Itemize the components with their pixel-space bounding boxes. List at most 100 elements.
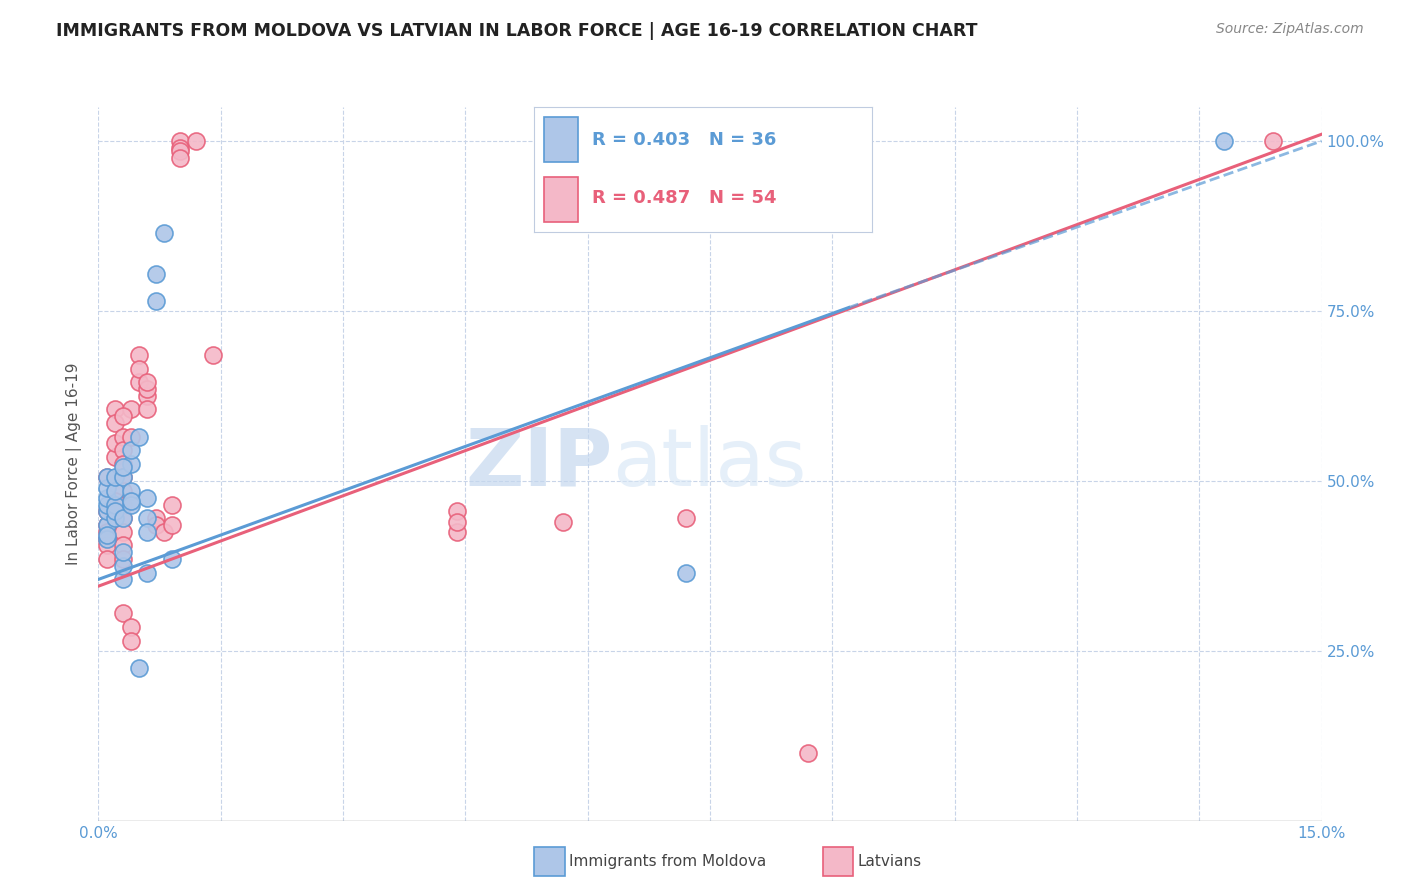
Point bbox=[104, 416, 127, 430]
Point bbox=[120, 498, 142, 512]
Point bbox=[111, 457, 134, 471]
Point bbox=[96, 504, 118, 518]
Point bbox=[553, 515, 575, 529]
Point bbox=[111, 511, 134, 525]
Point bbox=[145, 293, 167, 308]
Point bbox=[152, 226, 174, 240]
Point bbox=[145, 267, 167, 281]
Point bbox=[169, 145, 191, 159]
Point bbox=[111, 409, 134, 424]
Point bbox=[104, 450, 127, 464]
Point bbox=[169, 134, 191, 148]
FancyBboxPatch shape bbox=[544, 117, 578, 162]
Point bbox=[96, 518, 118, 533]
Point bbox=[675, 511, 697, 525]
Point bbox=[96, 528, 118, 542]
Point bbox=[169, 151, 191, 165]
Point bbox=[128, 430, 150, 444]
Point bbox=[201, 348, 224, 362]
Text: R = 0.487   N = 54: R = 0.487 N = 54 bbox=[592, 189, 776, 207]
Text: IMMIGRANTS FROM MOLDOVA VS LATVIAN IN LABOR FORCE | AGE 16-19 CORRELATION CHART: IMMIGRANTS FROM MOLDOVA VS LATVIAN IN LA… bbox=[56, 22, 977, 40]
Point bbox=[1261, 134, 1284, 148]
Point bbox=[111, 607, 134, 621]
Text: Immigrants from Moldova: Immigrants from Moldova bbox=[569, 855, 766, 869]
Point bbox=[186, 134, 208, 148]
Point bbox=[136, 382, 159, 396]
Point bbox=[120, 633, 142, 648]
Point bbox=[120, 443, 142, 458]
Point bbox=[96, 518, 118, 533]
Point bbox=[96, 552, 118, 566]
Point bbox=[96, 470, 118, 484]
Point bbox=[96, 498, 118, 512]
Point bbox=[104, 402, 127, 417]
Point bbox=[797, 746, 820, 760]
Point bbox=[104, 483, 127, 498]
Point bbox=[128, 361, 150, 376]
Point bbox=[104, 504, 127, 518]
Point bbox=[111, 430, 134, 444]
Point bbox=[111, 558, 134, 573]
FancyBboxPatch shape bbox=[544, 177, 578, 222]
Point bbox=[96, 491, 118, 505]
Point bbox=[136, 524, 159, 539]
Point bbox=[111, 470, 134, 484]
Point bbox=[120, 457, 142, 471]
Point bbox=[111, 545, 134, 559]
Text: Latvians: Latvians bbox=[858, 855, 922, 869]
Point bbox=[96, 532, 118, 546]
Point bbox=[120, 483, 142, 498]
Point bbox=[111, 511, 134, 525]
Point bbox=[136, 566, 159, 580]
Point bbox=[120, 620, 142, 634]
Point bbox=[96, 504, 118, 518]
Point bbox=[96, 524, 118, 539]
Text: ZIP: ZIP bbox=[465, 425, 612, 503]
Point bbox=[111, 524, 134, 539]
Point bbox=[128, 661, 150, 675]
Point bbox=[96, 538, 118, 552]
Point bbox=[96, 481, 118, 495]
Point bbox=[111, 483, 134, 498]
Point bbox=[169, 141, 191, 155]
Point bbox=[104, 511, 127, 525]
Point bbox=[96, 532, 118, 546]
Point bbox=[104, 470, 127, 484]
Point bbox=[111, 470, 134, 484]
Point bbox=[446, 515, 468, 529]
Point bbox=[111, 573, 134, 587]
Point bbox=[120, 402, 142, 417]
Point bbox=[120, 430, 142, 444]
Point bbox=[152, 524, 174, 539]
Point bbox=[136, 511, 159, 525]
Text: R = 0.403   N = 36: R = 0.403 N = 36 bbox=[592, 130, 776, 148]
Point bbox=[136, 491, 159, 505]
Y-axis label: In Labor Force | Age 16-19: In Labor Force | Age 16-19 bbox=[66, 362, 83, 566]
Point bbox=[128, 348, 150, 362]
Point bbox=[145, 518, 167, 533]
Point bbox=[111, 552, 134, 566]
Point bbox=[160, 498, 183, 512]
Point bbox=[145, 511, 167, 525]
Point bbox=[136, 389, 159, 403]
Text: Source: ZipAtlas.com: Source: ZipAtlas.com bbox=[1216, 22, 1364, 37]
Point bbox=[111, 498, 134, 512]
Point bbox=[111, 443, 134, 458]
Point bbox=[96, 470, 118, 484]
Point bbox=[104, 494, 127, 508]
Point bbox=[136, 376, 159, 390]
Point bbox=[160, 518, 183, 533]
Point bbox=[1212, 134, 1234, 148]
Point bbox=[128, 376, 150, 390]
Point bbox=[104, 504, 127, 518]
Point bbox=[160, 552, 183, 566]
Point bbox=[120, 494, 142, 508]
Point bbox=[136, 402, 159, 417]
Point bbox=[111, 538, 134, 552]
Point bbox=[446, 524, 468, 539]
Point bbox=[111, 460, 134, 475]
Text: atlas: atlas bbox=[612, 425, 807, 503]
Point bbox=[446, 504, 468, 518]
Point bbox=[104, 436, 127, 450]
Point bbox=[675, 566, 697, 580]
